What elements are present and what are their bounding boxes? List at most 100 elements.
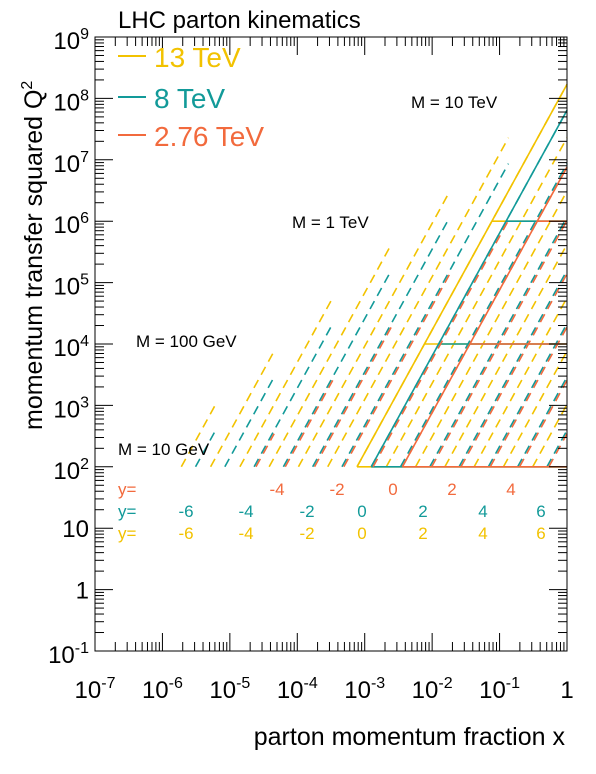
legend-label: 2.76 TeV bbox=[154, 121, 264, 152]
rapidity-value: -4 bbox=[238, 524, 253, 543]
rapidity-line bbox=[516, 376, 568, 468]
x-axis-label: parton momentum fraction x bbox=[254, 723, 566, 751]
x-tick-label: 10-1 bbox=[479, 675, 520, 704]
y-tick-label-exp: 9 bbox=[80, 26, 89, 43]
y-tick-label-exp: 2 bbox=[80, 456, 89, 473]
rapidity-line bbox=[518, 379, 568, 468]
rapidity-value: 6 bbox=[536, 524, 545, 543]
rapidity-line bbox=[194, 429, 217, 468]
rapidity-line bbox=[343, 273, 451, 468]
y-tick-label: 10-1 bbox=[48, 640, 89, 669]
rapidity-value: -6 bbox=[178, 502, 193, 521]
mass-labels: M = 10 GeV M = 100 GeV M = 1 TeV M = 10 TeV bbox=[118, 93, 498, 459]
x-tick-label-exp: -4 bbox=[304, 675, 318, 692]
chart-frame bbox=[94, 36, 568, 652]
y-tick-label: 10 bbox=[62, 516, 89, 543]
x-tick-label-exp: -5 bbox=[236, 675, 250, 692]
x-tick-label-base: 10 bbox=[412, 677, 439, 704]
chart-curves bbox=[180, 84, 568, 468]
rapidity-prefix: y= bbox=[118, 502, 137, 521]
rapidity-value: -4 bbox=[238, 502, 253, 521]
rapidity-value: 4 bbox=[506, 480, 515, 499]
rapidity-value: -2 bbox=[329, 480, 344, 499]
y-tick-label-base: 10 bbox=[53, 89, 80, 116]
x-tick-label: 10-2 bbox=[412, 675, 453, 704]
rapidity-line bbox=[297, 190, 451, 468]
x-tick-label: 10-4 bbox=[277, 675, 318, 704]
mass-label: M = 100 GeV bbox=[136, 332, 237, 351]
x-tick-label: 10-7 bbox=[75, 675, 116, 704]
y-tick-label: 103 bbox=[53, 394, 89, 423]
rapidity-line bbox=[255, 433, 275, 468]
rapidity-line bbox=[487, 323, 568, 468]
y-tick-label-exp: 8 bbox=[80, 87, 89, 104]
y-tick-label-exp: 6 bbox=[80, 210, 89, 227]
y-tick-label-exp: 4 bbox=[80, 333, 89, 350]
y-tick-label-exp: 3 bbox=[80, 394, 89, 411]
rapidity-prefix: y= bbox=[118, 480, 137, 499]
y-tick-label-exp: -1 bbox=[75, 640, 89, 657]
rapidity-line bbox=[268, 244, 392, 468]
y-axis-label-sup: 2 bbox=[19, 81, 36, 90]
rapidity-line bbox=[209, 350, 275, 468]
rapidity-line bbox=[546, 429, 568, 468]
rapidity-value: 4 bbox=[478, 524, 487, 543]
x-tick-label-exp: -7 bbox=[101, 675, 115, 692]
chart-title: LHC parton kinematics bbox=[118, 7, 361, 34]
rapidity-line bbox=[429, 216, 568, 468]
y-tick-label: 104 bbox=[53, 333, 89, 362]
rapidity-value: -6 bbox=[178, 524, 193, 543]
y-tick-label: 105 bbox=[53, 272, 89, 301]
y-tick-label: 109 bbox=[53, 26, 89, 55]
y-tick-label-base: 10 bbox=[53, 28, 80, 55]
mass-label: M = 1 TeV bbox=[292, 213, 369, 232]
rapidity-value: 2 bbox=[418, 502, 427, 521]
y-tick-label-exp: 7 bbox=[80, 149, 89, 166]
rapidity-line bbox=[311, 216, 451, 468]
y-tick-label-base: 10 bbox=[62, 516, 89, 543]
x-tick-label-exp: -6 bbox=[169, 675, 183, 692]
rapidity-value: 4 bbox=[478, 502, 487, 521]
x-tick-labels: 10-7 10-6 10-5 10-4 10-3 10-2 10-1 1 bbox=[75, 675, 574, 704]
y-tick-label-base: 10 bbox=[53, 458, 80, 485]
rapidity-line bbox=[548, 433, 568, 468]
rapidity-prefix: y= bbox=[118, 524, 137, 543]
x-tick-label-base: 10 bbox=[75, 677, 102, 704]
x-tick-label-exp: -1 bbox=[506, 675, 520, 692]
y-tick-label: 1 bbox=[76, 578, 89, 605]
x-tick-label-base: 1 bbox=[560, 677, 573, 704]
rapidity-line bbox=[356, 84, 568, 468]
x-tick-label-base: 10 bbox=[479, 677, 506, 704]
rapidity-labels: y= -4 -2 0 2 4 y= -6 -4 -2 0 2 4 6 y= -6 -4 -2 0 2 4 6 bbox=[118, 480, 546, 543]
x-tick-label: 10-5 bbox=[209, 675, 250, 704]
rapidity-value: -2 bbox=[299, 524, 314, 543]
rapidity-line bbox=[224, 376, 275, 468]
rapidity-line bbox=[239, 297, 334, 468]
rapidity-line bbox=[385, 137, 568, 468]
rapidity-line bbox=[430, 220, 568, 468]
rapidity-line bbox=[253, 323, 334, 468]
rapidity-value: -2 bbox=[299, 502, 314, 521]
mass-label: M = 10 TeV bbox=[411, 93, 498, 112]
y-tick-label-base: 10 bbox=[53, 274, 80, 301]
mass-label: M = 10 GeV bbox=[118, 440, 210, 459]
y-tick-label-base: 10 bbox=[53, 151, 80, 178]
y-tick-label-base: 10 bbox=[48, 642, 75, 669]
rapidity-line bbox=[180, 404, 217, 468]
y-tick-label: 108 bbox=[53, 87, 89, 116]
rapidity-line bbox=[489, 326, 568, 468]
rapidity-line bbox=[401, 166, 568, 468]
rapidity-line bbox=[284, 379, 334, 468]
y-tick-label-base: 10 bbox=[53, 335, 80, 362]
rapidity-line bbox=[327, 137, 510, 468]
legend-label: 13 TeV bbox=[154, 42, 241, 73]
x-tick-label-base: 10 bbox=[277, 677, 304, 704]
x-tick-label-exp: -3 bbox=[371, 675, 385, 692]
rapidity-line bbox=[370, 109, 568, 468]
rapidity-value: 2 bbox=[447, 480, 456, 499]
rapidity-line bbox=[444, 244, 568, 468]
y-axis-label: momentum transfer squared Q2 bbox=[19, 81, 48, 430]
x-tick-label-base: 10 bbox=[209, 677, 236, 704]
rapidity-line bbox=[372, 220, 510, 468]
